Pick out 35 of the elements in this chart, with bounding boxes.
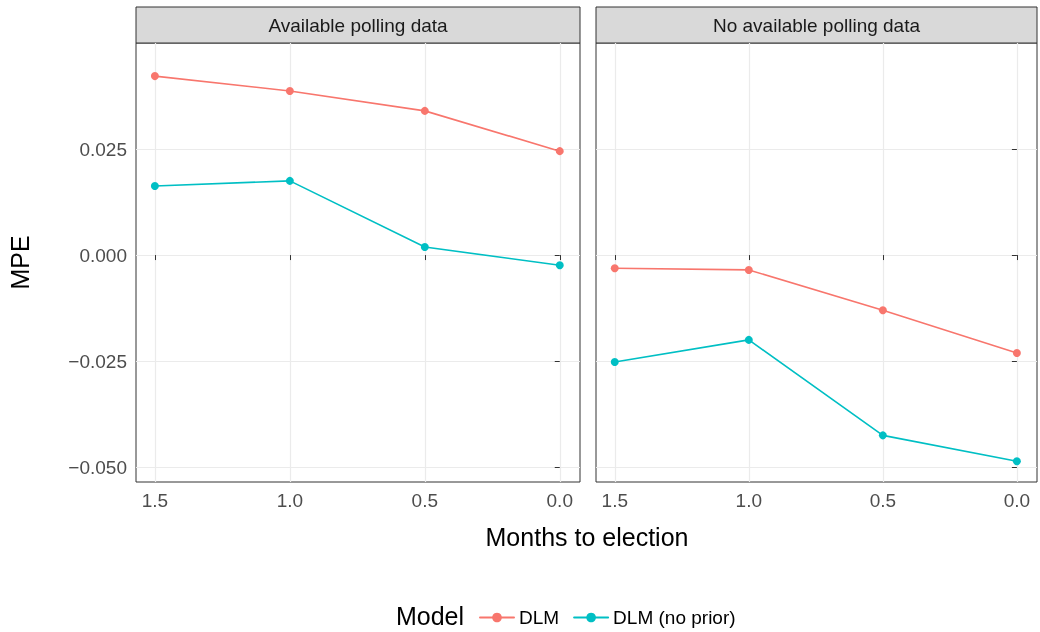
x-tick-label: 1.0 — [276, 490, 304, 511]
legend-label: DLM — [519, 607, 560, 628]
point — [420, 243, 429, 252]
point — [420, 106, 429, 115]
x-tick-label: 0.0 — [546, 490, 573, 511]
x-tick-label: 1.5 — [141, 490, 169, 511]
point — [610, 357, 619, 366]
y-tick-label: 0.025 — [79, 138, 127, 160]
y-tick-label: −0.025 — [68, 350, 127, 372]
point — [744, 265, 753, 274]
point — [1012, 349, 1021, 358]
point — [744, 335, 753, 344]
point — [285, 176, 294, 185]
point — [150, 181, 159, 190]
legend-title: Model — [395, 602, 464, 630]
x-tick-label: 0.5 — [411, 490, 439, 511]
point — [610, 264, 619, 273]
point — [150, 72, 159, 81]
y-tick-label: −0.050 — [68, 456, 127, 478]
point — [555, 261, 564, 270]
chart-title: No available polling data — [712, 14, 921, 36]
point — [878, 431, 887, 440]
x-tick-label: 0.0 — [1003, 490, 1031, 511]
y-axis-title: MPE — [5, 235, 34, 290]
point — [878, 306, 887, 315]
point — [285, 86, 294, 95]
x-tick-label: 1.0 — [735, 490, 763, 511]
point — [1012, 457, 1021, 466]
chart-title: Available polling data — [268, 14, 449, 36]
point — [555, 147, 564, 156]
x-tick-label: 1.5 — [601, 490, 628, 511]
y-tick-label: 0.000 — [79, 244, 127, 266]
x-axis-title: Months to election — [485, 523, 689, 551]
legend-label: DLM (no prior) — [613, 607, 736, 628]
x-tick-label: 0.5 — [869, 490, 897, 511]
